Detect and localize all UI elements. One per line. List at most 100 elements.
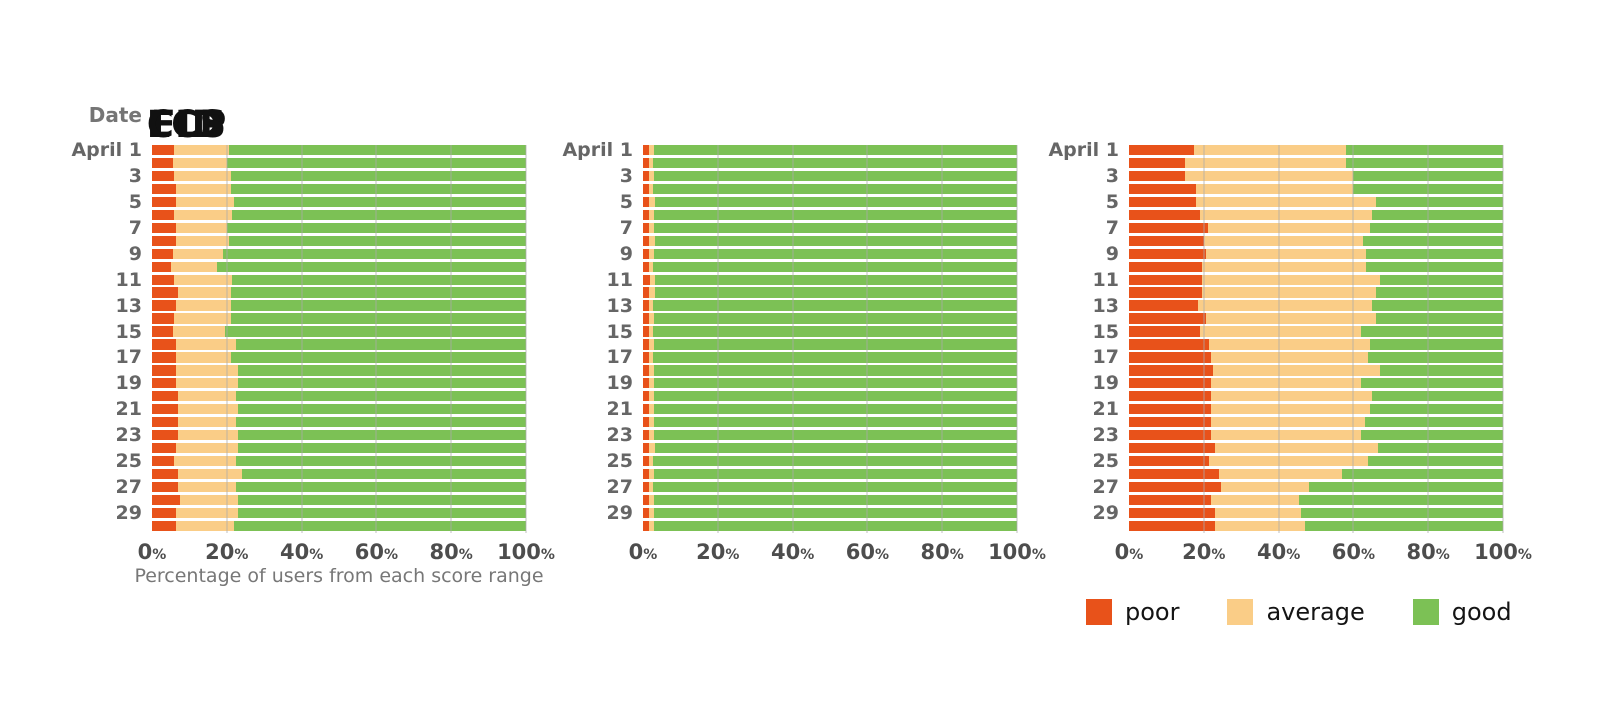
y-tick-label: 27	[606, 475, 633, 498]
y-tick-label: 23	[115, 424, 142, 447]
y-tick-label: 17	[606, 346, 633, 369]
bar-segment-average	[648, 391, 654, 402]
bar-row	[152, 494, 526, 506]
bar-segment-good	[230, 287, 526, 298]
bar-segment-average	[648, 196, 655, 208]
bar-segment-poor	[152, 145, 175, 156]
x-tick-label: 60%	[354, 540, 399, 564]
y-tick-label: 11	[606, 268, 633, 291]
bar-row	[152, 235, 526, 247]
legend-item-average: average	[1227, 598, 1365, 626]
bar-segment-good	[1370, 339, 1503, 350]
bar-segment-good	[1372, 300, 1503, 311]
bar-row	[152, 339, 526, 350]
bar-row	[643, 365, 1017, 376]
bar-row	[643, 378, 1017, 389]
bar-row	[1129, 404, 1503, 415]
bar-segment-good	[1360, 326, 1503, 337]
bar-segment-poor	[1129, 157, 1186, 169]
bar-row	[152, 507, 526, 518]
bar-row	[1129, 235, 1503, 247]
bar-row	[152, 313, 526, 324]
bar-segment-average	[172, 248, 224, 259]
bar-segment-average	[1215, 442, 1378, 454]
bar-segment-poor	[643, 313, 649, 324]
x-tick-label: 60%	[1331, 540, 1376, 564]
plot-area-cls	[1129, 145, 1504, 533]
bar-segment-poor	[152, 429, 179, 441]
bar-row	[152, 468, 526, 480]
bar-row	[1129, 339, 1503, 350]
bar-segment-good	[1372, 209, 1503, 221]
bar-segment-good	[1345, 145, 1503, 156]
bar-segment-average	[648, 481, 654, 493]
bar-segment-good	[1342, 468, 1503, 480]
bar-segment-good	[655, 274, 1017, 285]
x-tick-label: 100%	[988, 540, 1046, 564]
bar-segment-good	[1375, 287, 1503, 298]
bar-row	[1129, 455, 1503, 467]
bar-segment-average	[648, 313, 655, 324]
bar-segment-average	[648, 365, 655, 376]
bar-segment-good	[238, 404, 526, 415]
gridline-60pct	[866, 145, 869, 533]
bar-segment-poor	[643, 300, 649, 311]
bar-row	[643, 391, 1017, 402]
bar-row	[643, 404, 1017, 415]
bar-segment-poor	[643, 196, 649, 208]
bar-row	[152, 300, 526, 311]
x-tick-label: 80%	[920, 540, 964, 564]
bar-segment-good	[653, 261, 1017, 272]
bar-segment-poor	[152, 183, 177, 195]
y-tick-label: 11	[115, 268, 142, 291]
bar-row	[1129, 416, 1503, 428]
bar-segment-poor	[1129, 300, 1199, 311]
bar-segment-poor	[152, 196, 177, 208]
bar-segment-good	[653, 429, 1017, 441]
bar-row	[643, 429, 1017, 441]
gridline-20pct	[225, 145, 228, 533]
bar-segment-average	[648, 209, 654, 221]
bar-row	[152, 481, 526, 493]
bar-segment-good	[230, 313, 526, 324]
bar-row	[1129, 248, 1503, 259]
bar-segment-good	[1372, 391, 1503, 402]
bar-segment-poor	[643, 222, 649, 234]
bar-row	[152, 352, 526, 363]
bar-segment-poor	[1129, 248, 1206, 259]
y-tick-label: 13	[1092, 294, 1119, 317]
bar-segment-good	[654, 520, 1017, 531]
bar-segment-good	[238, 378, 526, 389]
bar-segment-average	[176, 352, 231, 363]
bar-row	[1129, 313, 1503, 324]
bar-segment-good	[1299, 494, 1503, 506]
bar-segment-good	[1377, 442, 1503, 454]
bar-row	[643, 481, 1017, 493]
bar-segment-poor	[643, 404, 649, 415]
bar-segment-poor	[1129, 416, 1212, 428]
bar-segment-average	[174, 145, 229, 156]
bar-segment-average	[176, 222, 227, 234]
bar-segment-good	[653, 183, 1017, 195]
bar-segment-poor	[152, 222, 177, 234]
bar-segment-average	[176, 183, 231, 195]
bar-row	[643, 468, 1017, 480]
bar-segment-average	[1200, 209, 1373, 221]
bar-row	[643, 145, 1017, 156]
bar-segment-good	[226, 157, 526, 169]
bar-segment-poor	[152, 404, 179, 415]
bar-segment-good	[241, 468, 526, 480]
bar-row	[643, 274, 1017, 285]
y-tick-label: 29	[606, 501, 633, 524]
y-tick-label: 7	[128, 216, 142, 239]
bar-segment-good	[1366, 261, 1503, 272]
bar-segment-average	[648, 326, 654, 337]
y-tick-label: 23	[606, 424, 633, 447]
bar-row	[1129, 222, 1503, 234]
bar-segment-average	[648, 287, 655, 298]
bar-segment-good	[1353, 183, 1503, 195]
bar-segment-good	[1360, 378, 1503, 389]
bar-segment-average	[648, 157, 654, 169]
y-tick-label: 17	[115, 346, 142, 369]
bar-segment-good	[1360, 429, 1503, 441]
